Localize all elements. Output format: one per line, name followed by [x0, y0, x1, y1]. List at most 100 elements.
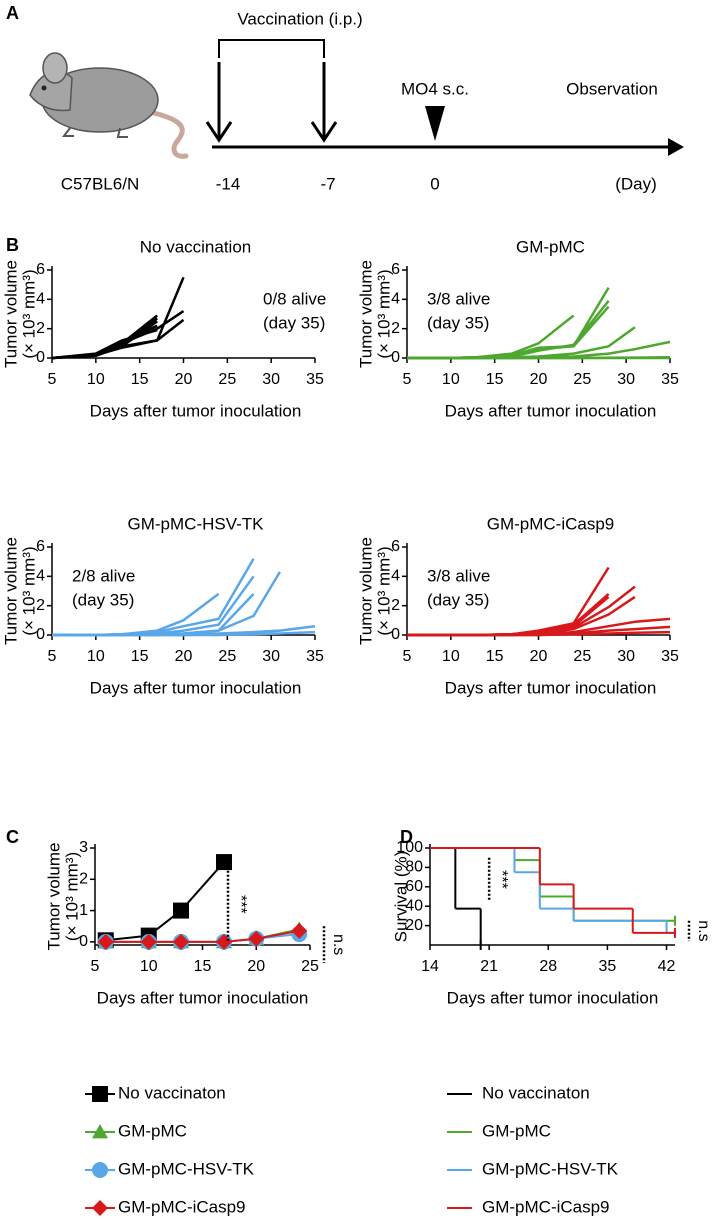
panel-label: A: [6, 3, 19, 23]
series-line: [105, 861, 225, 942]
alive-annotation: 3/8 alive: [427, 289, 490, 308]
alive-annotation: (day 35): [427, 313, 489, 332]
legend-label: No vaccinaton: [118, 1083, 226, 1102]
legend-label: GM-pMC-HSV-TK: [482, 1159, 619, 1178]
x-axis-label: Days after tumor inoculation: [447, 988, 659, 1007]
x-axis-label: Days after tumor inoculation: [90, 678, 302, 697]
x-tick-label: 35: [306, 648, 324, 665]
marker: [92, 1086, 108, 1102]
x-tick-label: 30: [262, 648, 280, 665]
alive-annotation: (day 35): [263, 313, 325, 332]
y-tick-label: 0: [391, 349, 400, 366]
marker: [173, 902, 189, 919]
significance-label: n.s: [330, 934, 347, 955]
vaccination-label: Vaccination (i.p.): [237, 9, 362, 28]
y-tick-label: 2: [391, 597, 400, 614]
x-tick-label: 25: [301, 958, 319, 975]
x-tick-label: 21: [480, 958, 498, 975]
series-line: [51, 318, 185, 360]
y-tick-label: 80: [405, 859, 423, 876]
chart-title: GM-pMC: [516, 237, 585, 256]
legend-label: No vaccinaton: [482, 1083, 590, 1102]
x-tick-label: 10: [442, 648, 460, 665]
x-tick-label: 14: [421, 958, 439, 975]
y-tick-label: 4: [391, 291, 400, 308]
y-tick-label: 40: [405, 897, 423, 914]
x-tick-label: 25: [573, 371, 591, 388]
x-tick-label: 10: [140, 958, 158, 975]
y-tick-label: 4: [391, 568, 400, 585]
marker: [216, 854, 232, 871]
x-tick-label: 35: [661, 371, 679, 388]
y-tick-label: 0: [391, 626, 400, 643]
timeline-label: -7: [320, 174, 335, 193]
y-tick-label: 6: [36, 261, 45, 278]
legend-label: GM-pMC: [118, 1121, 187, 1140]
significance-label: ***: [493, 870, 510, 889]
bracket: [218, 39, 325, 58]
y-axis-label: (× 10³ mm³): [19, 269, 38, 358]
y-axis-label: (× 10³ mm³): [374, 269, 393, 358]
x-tick-label: 20: [247, 958, 265, 975]
mouse-icon: [29, 52, 189, 159]
x-axis-label: Days after tumor inoculation: [97, 988, 309, 1007]
x-tick-label: 15: [131, 371, 149, 388]
x-tick-label: 5: [91, 958, 100, 975]
x-tick-label: 20: [530, 648, 548, 665]
series-line: [407, 630, 671, 637]
y-tick-label: 60: [405, 878, 423, 895]
marker: [216, 933, 232, 950]
y-axis-label: (× 10³ mm³): [374, 546, 393, 635]
marker: [173, 933, 189, 950]
vaccination-arrows: [205, 62, 338, 143]
x-tick-label: 5: [48, 371, 57, 388]
timeline-label: (Day): [615, 174, 657, 193]
timeline-arrowhead: [668, 138, 684, 156]
timeline-label: -14: [216, 174, 241, 193]
y-axis-label: (× 10³ mm³): [19, 546, 38, 635]
x-tick-label: 15: [486, 371, 504, 388]
y-tick-label: 20: [405, 917, 423, 934]
legend-label: GM-pMC: [482, 1121, 551, 1140]
x-tick-label: 25: [218, 648, 236, 665]
x-tick-label: 10: [442, 371, 460, 388]
strain-label: C57BL6/N: [61, 174, 139, 193]
significance-label: n.s: [695, 920, 712, 941]
y-axis-label: Tumor volume: [356, 537, 375, 645]
y-axis-label: Tumor volume: [356, 260, 375, 368]
x-tick-label: 30: [262, 371, 280, 388]
marker: [92, 1162, 108, 1178]
x-tick-label: 5: [403, 371, 412, 388]
marker: [92, 1200, 108, 1216]
alive-annotation: 2/8 alive: [72, 566, 135, 585]
x-tick-label: 28: [539, 958, 557, 975]
x-tick-label: 25: [218, 371, 236, 388]
panel-label: D: [400, 827, 413, 847]
y-axis-label: Tumor volume: [1, 260, 20, 368]
x-axis-label: Days after tumor inoculation: [445, 678, 657, 697]
chart-title: No vaccination: [140, 237, 252, 256]
y-tick-label: 2: [391, 320, 400, 337]
x-tick-label: 5: [48, 648, 57, 665]
legend-label: GM-pMC-iCasp9: [118, 1197, 246, 1216]
legend-label: GM-pMC-HSV-TK: [118, 1159, 255, 1178]
y-tick-label: 6: [391, 538, 400, 555]
x-tick-label: 15: [486, 648, 504, 665]
y-tick-label: 3: [79, 839, 88, 856]
marker: [291, 922, 308, 939]
alive-annotation: (day 35): [72, 590, 134, 609]
marker: [92, 1124, 108, 1139]
panel-label: C: [6, 827, 19, 847]
timeline-label: 0: [430, 174, 439, 193]
x-tick-label: 30: [617, 371, 635, 388]
x-tick-label: 20: [175, 371, 193, 388]
y-tick-label: 4: [36, 568, 45, 585]
alive-annotation: (day 35): [427, 590, 489, 609]
legend-label: GM-pMC-iCasp9: [482, 1197, 610, 1216]
x-tick-label: 20: [530, 371, 548, 388]
chart-title: GM-pMC-iCasp9: [487, 514, 615, 533]
observation-label: Observation: [566, 79, 658, 98]
y-axis-label: Tumor volume: [44, 842, 63, 950]
panel-label: B: [6, 235, 19, 255]
challenge-marker: [425, 106, 445, 141]
